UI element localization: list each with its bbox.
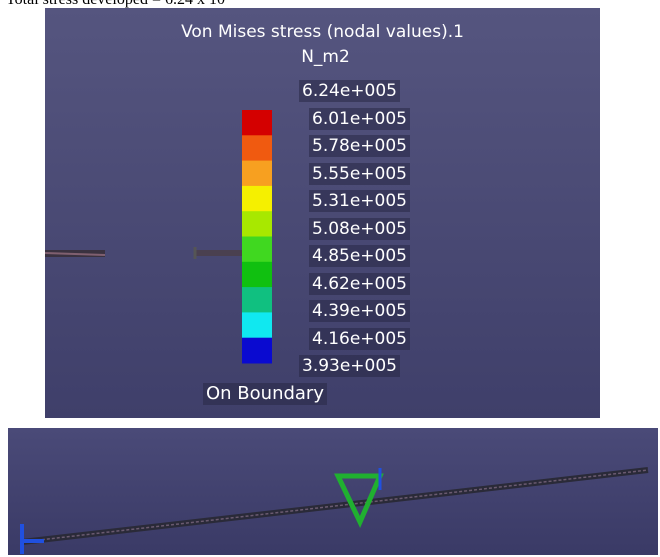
color-swatch bbox=[242, 110, 272, 136]
legend-panel: Von Mises stress (nodal values).1 N_m2 O… bbox=[45, 8, 600, 418]
color-swatch bbox=[242, 287, 272, 313]
legend-label: 4.16e+005 bbox=[309, 328, 410, 350]
legend-label: 3.93e+005 bbox=[299, 355, 400, 377]
color-swatch bbox=[242, 186, 272, 212]
color-swatch bbox=[242, 262, 272, 288]
color-swatch bbox=[242, 338, 272, 364]
model-left bbox=[45, 247, 245, 259]
legend-label: 6.24e+005 bbox=[299, 80, 400, 102]
color-swatch bbox=[242, 211, 272, 237]
legend-label: 4.62e+005 bbox=[309, 273, 410, 295]
page: {"caption": "Total stress developed = 6.… bbox=[0, 0, 660, 557]
legend-label: 5.08e+005 bbox=[309, 218, 410, 240]
legend-label: 4.85e+005 bbox=[309, 245, 410, 267]
legend-label: 4.39e+005 bbox=[309, 300, 410, 322]
model-view bbox=[8, 428, 658, 555]
legend-footer: On Boundary bbox=[203, 383, 327, 405]
legend-label: 6.01e+005 bbox=[309, 108, 410, 130]
color-swatch bbox=[242, 135, 272, 161]
legend-label: 5.55e+005 bbox=[309, 163, 410, 185]
legend-label: 5.31e+005 bbox=[309, 190, 410, 212]
beam-view bbox=[8, 428, 658, 555]
color-swatch bbox=[242, 237, 272, 263]
color-swatch bbox=[242, 161, 272, 187]
legend-label: 5.78e+005 bbox=[309, 135, 410, 157]
color-swatch bbox=[242, 312, 272, 338]
